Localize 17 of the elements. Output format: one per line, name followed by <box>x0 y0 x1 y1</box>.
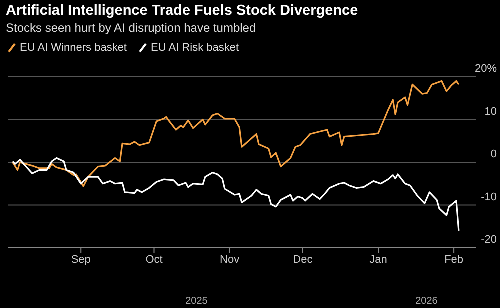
x-tick-label: Sep <box>71 254 91 266</box>
x-tick-label: Feb <box>444 254 464 266</box>
legend-label: EU AI Winners basket <box>20 42 127 54</box>
y-tick-label: -10 <box>481 191 497 204</box>
y-tick-label: -20 <box>481 234 497 246</box>
y-tick-label: 20% <box>474 63 498 75</box>
chart-subtitle: Stocks seen hurt by AI disruption have tumbled <box>6 21 256 35</box>
chart-title: Artificial Intelligence Trade Fuels Stock Divergence <box>6 3 358 19</box>
y-tick-label: 0 <box>490 148 497 160</box>
text: 2026 <box>416 296 438 307</box>
y-tick-label: 10 <box>484 106 497 118</box>
x-tick-label: Dec <box>293 254 314 266</box>
x-tick-label: Jan <box>370 254 388 266</box>
x-tick-label: Oct <box>146 254 163 266</box>
text: 2025 <box>186 296 208 307</box>
x-tick-label: Nov <box>220 254 240 266</box>
legend-label: EU AI Risk basket <box>151 42 240 54</box>
